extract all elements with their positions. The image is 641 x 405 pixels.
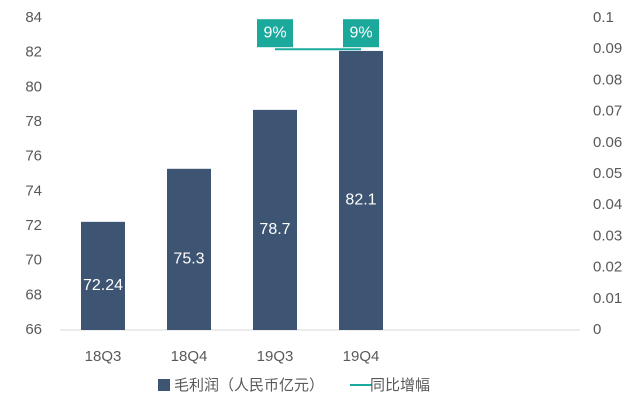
- y2-tick-label: 0.01: [593, 290, 622, 307]
- y2-tick-label: 0.1: [593, 9, 614, 26]
- y2-tick-label: 0.05: [593, 165, 622, 182]
- y2-tick-label: 0.03: [593, 227, 622, 244]
- x-tick-label: 18Q4: [171, 348, 208, 365]
- y-tick-label: 66: [25, 321, 42, 338]
- y2-tick-label: 0.07: [593, 103, 622, 120]
- label-box: [343, 19, 379, 48]
- x-tick-label: 19Q4: [343, 348, 380, 365]
- y-tick-label: 68: [25, 286, 42, 303]
- bar-label: 82.1: [345, 192, 376, 209]
- bar-label: 75.3: [173, 251, 204, 268]
- legend-label: 毛利润（人民币亿元）: [174, 377, 324, 394]
- y2-tick-label: 0.02: [593, 259, 622, 276]
- y2-tick-label: 0.06: [593, 134, 622, 151]
- y-tick-label: 84: [25, 9, 42, 26]
- bar-label: 78.7: [259, 221, 290, 238]
- legend-label: 同比增幅: [370, 377, 430, 394]
- bar: [167, 168, 211, 330]
- y-tick-label: 82: [25, 44, 42, 61]
- y-tick-label: 74: [25, 182, 42, 199]
- y-tick-label: 78: [25, 113, 42, 130]
- bar: [253, 109, 297, 330]
- legend-swatch: [158, 379, 170, 391]
- y2-tick-label: 0.04: [593, 196, 622, 213]
- y-tick-label: 70: [25, 252, 42, 269]
- label-box: [257, 19, 293, 48]
- bar: [339, 50, 383, 330]
- y-tick-label: 76: [25, 148, 42, 165]
- y-tick-label: 80: [25, 78, 42, 95]
- y2-tick-label: 0.08: [593, 71, 622, 88]
- x-tick-label: 18Q3: [85, 348, 122, 365]
- y2-tick-label: 0: [593, 321, 601, 338]
- y-tick-label: 72: [25, 217, 42, 234]
- line-label: 9%: [263, 24, 286, 41]
- bar-label: 72.24: [83, 277, 123, 294]
- line-label: 9%: [349, 24, 372, 41]
- x-tick-label: 19Q3: [257, 348, 294, 365]
- bar: [81, 221, 125, 330]
- y2-tick-label: 0.09: [593, 40, 622, 57]
